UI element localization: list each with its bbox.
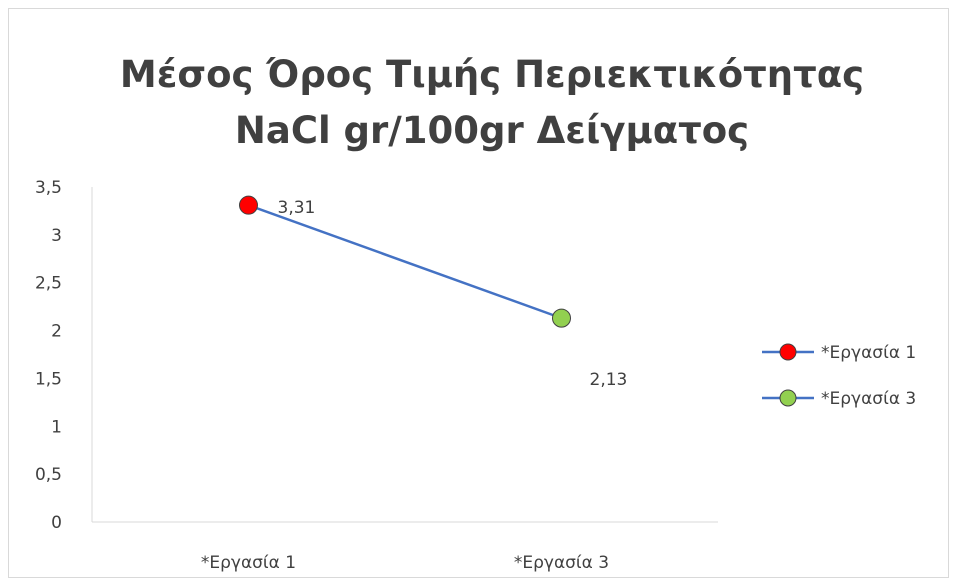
legend: *Εργασία 1 *Εργασία 3 (762, 343, 916, 409)
x-tick-labels: *Εργασία 1 *Εργασία 3 (201, 553, 609, 573)
axes (91, 187, 718, 523)
y-tick-label: 3,5 (35, 178, 62, 198)
y-tick-label: 1 (51, 417, 62, 437)
x-tick-label: *Εργασία 3 (514, 553, 609, 573)
legend-label: *Εργασία 3 (821, 389, 916, 409)
y-tick-label: 2 (51, 322, 62, 342)
legend-marker (779, 343, 797, 361)
series-line (248, 204, 562, 320)
legend-item: *Εργασία 3 (762, 389, 916, 409)
x-tick-label: *Εργασία 1 (201, 553, 296, 573)
data-labels: 3,31 2,13 (278, 198, 628, 390)
data-label: 2,13 (590, 370, 628, 390)
y-tick-label: 0,5 (35, 465, 62, 485)
y-tick-label: 3 (51, 226, 62, 246)
legend-label: *Εργασία 1 (821, 343, 916, 363)
series (239, 195, 571, 328)
chart-frame (8, 8, 949, 578)
data-label: 3,31 (278, 198, 316, 218)
y-tick-label: 2,5 (35, 274, 62, 294)
data-point (552, 308, 571, 328)
chart-title: Μέσος Όρος Τιμής Περιεκτικότητας NaCl gr… (120, 53, 864, 152)
data-point (239, 195, 258, 215)
y-tick-labels: 0 0,5 1 1,5 2 2,5 3 3,5 (35, 178, 62, 533)
chart-title-line-2: NaCl gr/100gr Δείγματος (235, 109, 749, 152)
y-tick-label: 0 (51, 513, 62, 533)
chart-title-line-1: Μέσος Όρος Τιμής Περιεκτικότητας (120, 53, 864, 96)
legend-item: *Εργασία 1 (762, 343, 916, 363)
legend-marker (779, 389, 797, 407)
y-tick-label: 1,5 (35, 369, 62, 389)
